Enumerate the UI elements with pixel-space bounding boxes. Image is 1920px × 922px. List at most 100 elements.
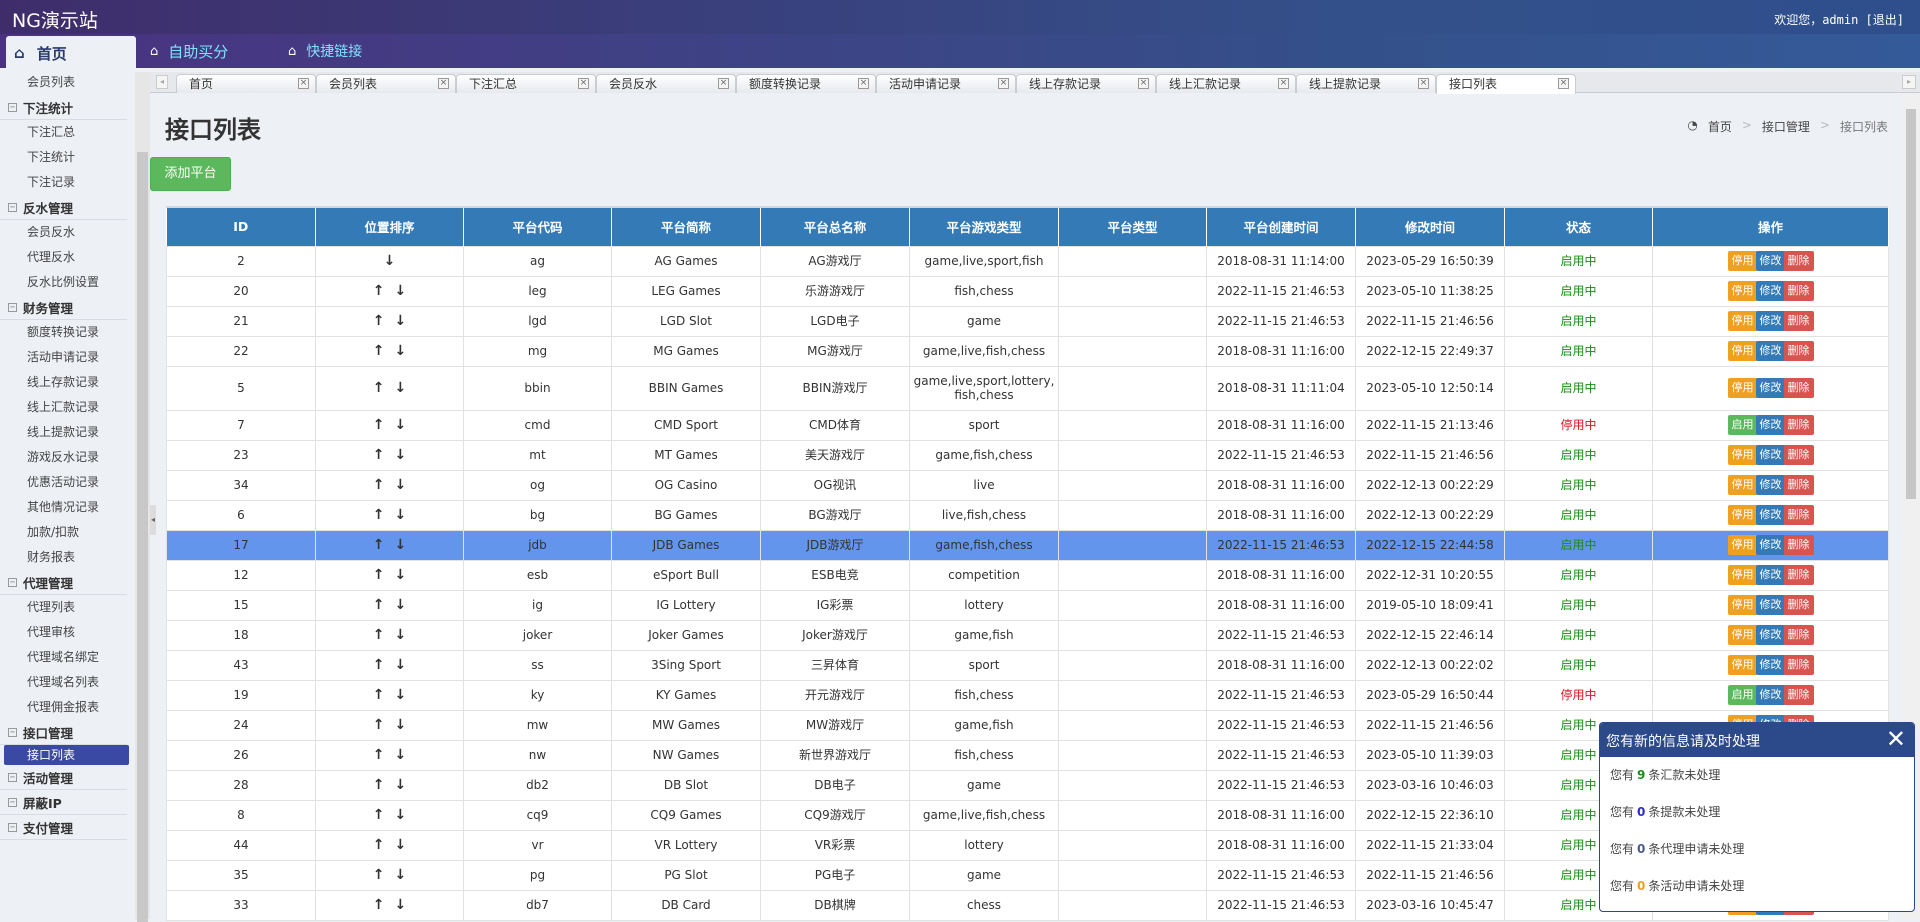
delete-button[interactable]: 删除 xyxy=(1783,685,1814,705)
delete-button[interactable]: 删除 xyxy=(1783,535,1814,555)
close-tab-icon[interactable]: × xyxy=(578,78,589,89)
tab-item[interactable]: 线上提款记录 × xyxy=(1296,74,1436,93)
table-row[interactable]: 24 ↑ ↓ mw MW Games MW游戏厅 game,fish 2022-11-15 2… xyxy=(166,709,1889,741)
edit-button[interactable]: 修改 xyxy=(1755,415,1786,435)
notification-item[interactable]: 您有 0 条提款未处理 xyxy=(1600,794,1914,831)
delete-button[interactable]: 删除 xyxy=(1783,281,1814,301)
move-down-icon[interactable]: ↓ xyxy=(394,627,407,643)
move-down-icon[interactable]: ↓ xyxy=(394,717,407,733)
tab-item[interactable]: 线上汇款记录 × xyxy=(1156,74,1296,93)
notification-item[interactable]: 您有 9 条汇款未处理 xyxy=(1600,757,1914,794)
nav-self-score[interactable]: ⌂ 自助买分 xyxy=(150,41,228,62)
sidebar-item[interactable]: 接口列表 xyxy=(4,745,129,765)
edit-button[interactable]: 修改 xyxy=(1755,535,1786,555)
tab-scroll-right-icon[interactable]: ▸ xyxy=(1902,75,1916,89)
move-down-icon[interactable]: ↓ xyxy=(394,343,407,359)
table-row[interactable]: 34 ↑ ↓ og OG Casino OG视讯 live 2018-08-31 11:16:… xyxy=(166,469,1889,501)
move-down-icon[interactable]: ↓ xyxy=(394,507,407,523)
sidebar-item[interactable]: 代理域名绑定 xyxy=(27,650,100,664)
enable-button[interactable]: 启用 xyxy=(1727,685,1758,705)
disable-button[interactable]: 停用 xyxy=(1727,625,1758,645)
sidebar-item[interactable]: 代理佣金报表 xyxy=(27,700,100,714)
table-row[interactable]: 17 ↑ ↓ jdb JDB Games JDB游戏厅 game,fish,chess 202… xyxy=(166,529,1889,561)
edit-button[interactable]: 修改 xyxy=(1755,475,1786,495)
tab-item[interactable]: 额度转换记录 × xyxy=(736,74,876,93)
move-down-icon[interactable]: ↓ xyxy=(394,537,407,553)
move-down-icon[interactable]: ↓ xyxy=(394,447,407,463)
edit-button[interactable]: 修改 xyxy=(1755,311,1786,331)
move-up-icon[interactable]: ↑ xyxy=(372,477,385,493)
sidebar-group[interactable]: − 接口管理 xyxy=(0,720,127,745)
disable-button[interactable]: 停用 xyxy=(1727,341,1758,361)
move-up-icon[interactable]: ↑ xyxy=(372,507,385,523)
move-up-icon[interactable]: ↑ xyxy=(372,283,385,299)
move-up-icon[interactable]: ↑ xyxy=(372,343,385,359)
disable-button[interactable]: 停用 xyxy=(1727,565,1758,585)
sidebar-item[interactable]: 线上提款记录 xyxy=(27,425,100,439)
move-up-icon[interactable]: ↑ xyxy=(372,567,385,583)
move-down-icon[interactable]: ↓ xyxy=(394,417,407,433)
disable-button[interactable]: 停用 xyxy=(1727,378,1758,398)
delete-button[interactable]: 删除 xyxy=(1783,251,1814,271)
close-tab-icon[interactable]: × xyxy=(858,78,869,89)
move-up-icon[interactable]: ↑ xyxy=(372,687,385,703)
move-down-icon[interactable]: ↓ xyxy=(383,253,396,269)
edit-button[interactable]: 修改 xyxy=(1755,505,1786,525)
move-up-icon[interactable]: ↑ xyxy=(372,717,385,733)
sidebar-item[interactable]: 线上存款记录 xyxy=(27,375,100,389)
sidebar-item[interactable]: 下注汇总 xyxy=(27,125,76,139)
delete-button[interactable]: 删除 xyxy=(1783,475,1814,495)
move-down-icon[interactable]: ↓ xyxy=(394,313,407,329)
move-down-icon[interactable]: ↓ xyxy=(394,380,407,396)
sidebar-item[interactable]: 代理列表 xyxy=(27,600,76,614)
table-row[interactable]: 18 ↑ ↓ joker Joker Games Joker游戏厅 game,fish 202… xyxy=(166,619,1889,651)
sidebar-item[interactable]: 下注记录 xyxy=(27,175,76,189)
delete-button[interactable]: 删除 xyxy=(1783,505,1814,525)
sidebar-group[interactable]: − 财务管理 xyxy=(0,295,127,320)
tab-item[interactable]: 线上存款记录 × xyxy=(1016,74,1156,93)
move-up-icon[interactable]: ↑ xyxy=(372,597,385,613)
sidebar-item[interactable]: 财务报表 xyxy=(27,550,76,564)
close-tab-icon[interactable]: × xyxy=(1138,78,1149,89)
sidebar-item[interactable]: 下注统计 xyxy=(27,150,76,164)
delete-button[interactable]: 删除 xyxy=(1783,595,1814,615)
sidebar-item[interactable]: 其他情况记录 xyxy=(27,500,100,514)
move-down-icon[interactable]: ↓ xyxy=(394,867,407,883)
table-row[interactable]: 5 ↑ ↓ bbin BBIN Games BBIN游戏厅 game,live,sport,… xyxy=(166,365,1889,411)
sidebar-item[interactable]: 额度转换记录 xyxy=(27,325,100,339)
delete-button[interactable]: 删除 xyxy=(1783,655,1814,675)
table-row[interactable]: 19 ↑ ↓ ky KY Games 开元游戏厅 fish,chess 2022-11-15 … xyxy=(166,679,1889,711)
sidebar-group[interactable]: − 活动管理 xyxy=(0,765,127,790)
close-tab-icon[interactable]: × xyxy=(1558,78,1569,89)
sidebar-item[interactable]: 代理反水 xyxy=(27,250,76,264)
sidebar-item[interactable]: 加款/扣款 xyxy=(27,525,80,539)
disable-button[interactable]: 停用 xyxy=(1727,595,1758,615)
sidebar-group[interactable]: − 支付管理 xyxy=(0,815,127,840)
sidebar-group[interactable]: − 反水管理 xyxy=(0,195,127,220)
disable-button[interactable]: 停用 xyxy=(1727,475,1758,495)
table-row[interactable]: 2 ↓ ag AG Games AG游戏厅 game,live,sport,fish 201… xyxy=(166,245,1889,277)
sidebar-group[interactable]: − 屏蔽IP xyxy=(0,790,127,815)
notification-item[interactable]: 您有 0 条活动申请未处理 xyxy=(1600,868,1914,905)
table-row[interactable]: 6 ↑ ↓ bg BG Games BG游戏厅 live,fish,chess 2018-08… xyxy=(166,499,1889,531)
table-row[interactable]: 43 ↑ ↓ ss 3Sing Sport 三昇体育 sport 2018-08-31 11:… xyxy=(166,649,1889,681)
sidebar-item[interactable]: 代理审核 xyxy=(27,625,76,639)
move-up-icon[interactable]: ↑ xyxy=(372,380,385,396)
move-up-icon[interactable]: ↑ xyxy=(372,627,385,643)
table-row[interactable]: 21 ↑ ↓ lgd LGD Slot LGD电子 game 2022-11-15 21:46… xyxy=(166,305,1889,337)
disable-button[interactable]: 停用 xyxy=(1727,281,1758,301)
enable-button[interactable]: 启用 xyxy=(1727,415,1758,435)
edit-button[interactable]: 修改 xyxy=(1755,625,1786,645)
tab-item[interactable]: 接口列表 × xyxy=(1436,74,1576,94)
move-down-icon[interactable]: ↓ xyxy=(394,807,407,823)
table-row[interactable]: 7 ↑ ↓ cmd CMD Sport CMD体育 sport 2018-08-31 11:1… xyxy=(166,409,1889,441)
close-icon[interactable]: ✕ xyxy=(1885,725,1906,753)
move-up-icon[interactable]: ↑ xyxy=(372,777,385,793)
sidebar-item[interactable]: 会员列表 xyxy=(27,75,76,89)
page-scrollbar[interactable] xyxy=(1902,93,1920,919)
disable-button[interactable]: 停用 xyxy=(1727,251,1758,271)
move-down-icon[interactable]: ↓ xyxy=(394,567,407,583)
edit-button[interactable]: 修改 xyxy=(1755,655,1786,675)
close-tab-icon[interactable]: × xyxy=(1278,78,1289,89)
move-up-icon[interactable]: ↑ xyxy=(372,747,385,763)
